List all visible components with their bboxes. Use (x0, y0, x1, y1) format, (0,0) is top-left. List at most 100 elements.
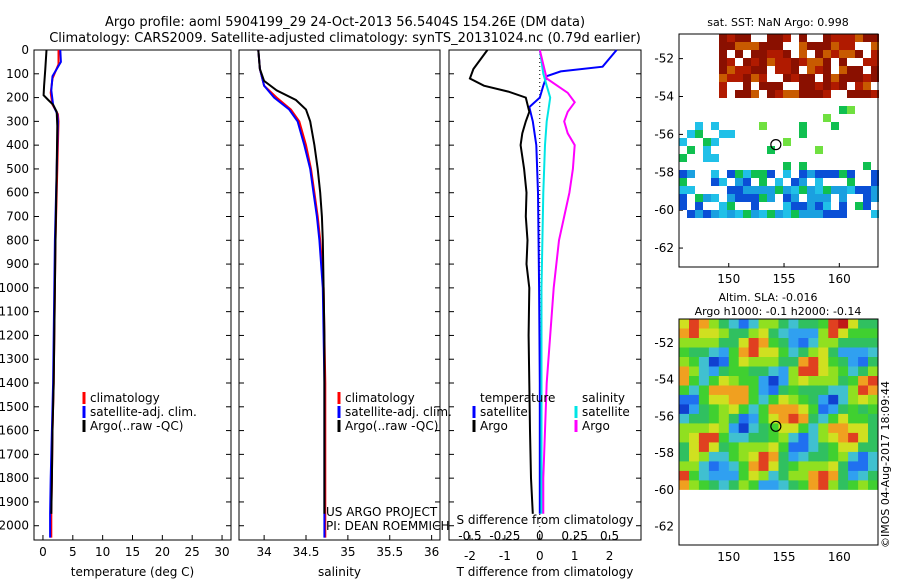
legend-label: satellite (480, 405, 528, 419)
sla-cell (698, 328, 710, 339)
sla-cell (708, 328, 720, 339)
sst-cell (695, 210, 703, 218)
sla-cell (728, 328, 740, 339)
sst-cell (727, 170, 735, 178)
sst-cell (791, 210, 799, 218)
sst-cell (743, 42, 751, 50)
sla-cell (689, 347, 700, 358)
sla-cell (868, 319, 879, 330)
sst-cell (823, 170, 831, 178)
sla-cell (808, 319, 819, 330)
sla-cell (788, 461, 799, 472)
sst-cell (719, 42, 727, 50)
sla-map-subtitle: Argo h1000: -0.1 h2000: -0.14 (695, 305, 862, 318)
sla-cell (698, 470, 710, 481)
sst-cell (839, 170, 847, 178)
sst-cell (871, 34, 879, 42)
sst-cell (703, 146, 711, 154)
sla-cell (798, 470, 809, 481)
sla-cell (689, 366, 700, 377)
sla-cell (698, 366, 710, 377)
sla-cell (679, 461, 690, 472)
sst-cell (759, 194, 767, 202)
sst-cell (743, 178, 751, 186)
sst-cell (727, 130, 735, 138)
sla-cell (698, 461, 710, 472)
sla-cell (718, 413, 730, 424)
sla-cell (689, 470, 700, 481)
sst-cell (863, 58, 871, 66)
sst-cell (823, 90, 831, 98)
sla-cell (788, 480, 799, 491)
sla-cell (708, 480, 720, 491)
sla-cell (838, 423, 849, 434)
sla-cell (818, 347, 829, 358)
x-tick-label: 25 (185, 545, 200, 559)
sla-cell (738, 461, 750, 472)
sst-cell (831, 82, 839, 90)
sst-cell (791, 186, 799, 194)
sst-cell (767, 58, 775, 66)
sst-cell (871, 178, 879, 186)
sla-cell (788, 404, 799, 415)
sla-empty-area (679, 489, 878, 545)
sst-cell (847, 106, 855, 114)
sst-cell (839, 82, 847, 90)
sla-cell (768, 404, 779, 415)
sla-cell (848, 366, 859, 377)
difference-series-line (538, 49, 576, 514)
sst-cell (871, 50, 879, 58)
sla-cell (848, 423, 859, 434)
sst-cell (807, 58, 815, 66)
sla-cell (738, 376, 750, 387)
x-tick-label: 15 (125, 545, 140, 559)
sla-cell (738, 366, 750, 377)
map-y-tick-label: -62 (654, 520, 674, 534)
sla-cell (768, 347, 779, 358)
sla-cell (679, 385, 690, 396)
sst-cell (847, 66, 855, 74)
sst-cell (807, 74, 815, 82)
sst-cell (799, 130, 807, 138)
depth-tick-label: 100 (6, 67, 29, 81)
sst-cell (767, 34, 775, 42)
sla-cell (728, 394, 740, 405)
sst-cell (839, 106, 847, 114)
sla-cell (708, 366, 720, 377)
sst-cell (839, 66, 847, 74)
sla-cell (818, 385, 829, 396)
sst-cell (807, 210, 815, 218)
sla-cell (728, 338, 740, 349)
sla-cell (788, 385, 799, 396)
sla-cell (798, 451, 809, 462)
sst-cell (687, 130, 695, 138)
sla-cell (858, 328, 869, 339)
sst-cell (799, 186, 807, 194)
header-line-2: Climatology: CARS2009. Satellite-adjuste… (49, 31, 641, 46)
sst-cell (719, 130, 727, 138)
sla-cell (758, 451, 770, 462)
sst-cell (783, 170, 791, 178)
sst-cell (823, 42, 831, 50)
sla-cell (768, 451, 779, 462)
sst-cell (855, 82, 863, 90)
pi-label: PI: DEAN ROEMMICH (326, 519, 449, 533)
x-tick-label: 35 (340, 545, 355, 559)
sla-cell (738, 413, 750, 424)
sst-cell (775, 66, 783, 74)
sst-cell (727, 34, 735, 42)
sst-cell (783, 202, 791, 210)
sst-cell (775, 82, 783, 90)
sst-cell (823, 202, 831, 210)
sla-cell (818, 319, 829, 330)
sla-cell (838, 385, 849, 396)
sla-cell (838, 404, 849, 415)
legend-label: satellite-adj. clim. (345, 405, 452, 419)
sla-cell (858, 432, 869, 443)
sla-cell (728, 432, 740, 443)
sla-cell (748, 442, 760, 453)
x-tick-label: 35.5 (376, 545, 403, 559)
sst-cell (783, 66, 791, 74)
sla-cell (748, 432, 760, 443)
sla-cell (788, 376, 799, 387)
